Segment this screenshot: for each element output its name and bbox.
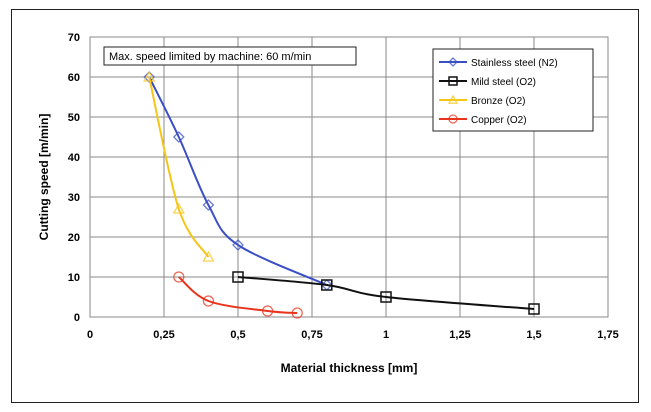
series-line xyxy=(148,76,328,286)
annotation-box: Max. speed limited by machine: 60 m/min xyxy=(103,46,357,66)
x-tick-label: 0 xyxy=(87,329,93,341)
data-point xyxy=(232,271,244,283)
legend-item: Bronze (O2) xyxy=(439,94,525,107)
data-point xyxy=(447,94,459,104)
data-point xyxy=(202,295,215,307)
x-tick-label: 0,25 xyxy=(153,329,174,341)
data-point xyxy=(261,305,274,317)
data-point xyxy=(380,291,392,303)
data-point xyxy=(172,131,185,143)
data-point xyxy=(321,279,333,291)
data-point xyxy=(232,239,244,251)
ticks: 0 10 20 30 40 50 60 70 0 0,25 0,5 0,75 1 1,25 1,5 1,75 xyxy=(68,32,619,341)
data-point xyxy=(173,271,185,283)
y-tick-label: 20 xyxy=(68,232,80,244)
y-tick-label: 40 xyxy=(68,152,80,164)
legend-item: Copper (O2) xyxy=(439,114,527,126)
y-tick-label: 10 xyxy=(68,272,80,284)
series-1 xyxy=(143,71,333,291)
data-point xyxy=(143,70,156,82)
legend-label: Bronze (O2) xyxy=(471,96,525,107)
data-point xyxy=(528,303,540,315)
data-point xyxy=(448,114,458,124)
data-point xyxy=(143,71,156,83)
y-tick-label: 0 xyxy=(74,312,80,324)
legend-label: Copper (O2) xyxy=(471,115,527,126)
y-tick-label: 70 xyxy=(68,32,80,44)
series-3 xyxy=(143,70,215,262)
x-tick-label: 0,5 xyxy=(230,329,245,341)
x-axis-label: Material thickness [mm] xyxy=(281,361,418,375)
x-tick-label: 1,75 xyxy=(597,329,618,341)
y-tick-label: 30 xyxy=(68,192,80,204)
series-line xyxy=(148,76,210,258)
series-2 xyxy=(232,271,540,315)
x-tick-label: 0,75 xyxy=(301,329,322,341)
series-4 xyxy=(173,271,303,319)
data-point xyxy=(448,57,458,67)
data-point xyxy=(202,250,215,262)
data-point xyxy=(291,307,303,319)
data-point xyxy=(202,199,215,211)
y-tick-label: 50 xyxy=(68,112,80,124)
legend: Stainless steel (N2) Mild steel (O2) Bronz… xyxy=(432,48,594,132)
legend-label: Mild steel (O2) xyxy=(471,77,536,88)
annotation-text: Max. speed limited by machine: 60 m/min xyxy=(109,51,311,63)
x-tick-label: 1 xyxy=(383,329,389,341)
series-line xyxy=(237,276,535,310)
series-line xyxy=(178,276,298,314)
x-tick-label: 1,5 xyxy=(526,329,541,341)
data-point xyxy=(448,76,458,86)
x-tick-label: 1,25 xyxy=(449,329,470,341)
legend-label: Stainless steel (N2) xyxy=(471,58,558,69)
data-point xyxy=(172,202,185,214)
legend-item: Stainless steel (N2) xyxy=(439,57,558,69)
y-tick-label: 60 xyxy=(68,72,80,84)
legend-item: Mild steel (O2) xyxy=(439,76,536,88)
y-axis-label: Cutting speed [m/min] xyxy=(37,114,51,241)
series-group xyxy=(143,70,540,319)
